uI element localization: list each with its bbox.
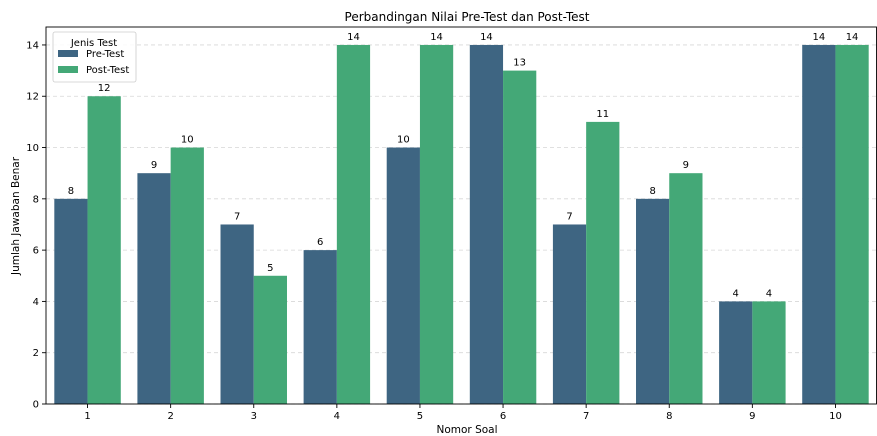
data-label: 5 xyxy=(267,263,273,274)
data-label: 14 xyxy=(812,32,825,43)
y-tick-label: 10 xyxy=(26,143,39,154)
legend: Jenis Test Pre-Test Post-Test xyxy=(53,32,136,82)
data-label: 7 xyxy=(566,211,572,222)
data-label: 14 xyxy=(430,32,443,43)
bars xyxy=(54,45,868,404)
bar-pre-test-8 xyxy=(636,199,669,404)
x-tick-label: 4 xyxy=(334,411,340,422)
bar-pre-test-2 xyxy=(137,173,170,404)
bar-post-test-4 xyxy=(337,45,370,404)
bar-post-test-5 xyxy=(420,45,453,404)
legend-label: Pre-Test xyxy=(86,49,124,60)
legend-title: Jenis Test xyxy=(70,38,117,49)
data-label: 14 xyxy=(846,32,859,43)
bar-post-test-6 xyxy=(503,71,536,404)
data-label: 9 xyxy=(151,160,157,171)
data-label: 9 xyxy=(683,160,689,171)
y-tick-label: 6 xyxy=(33,246,39,257)
bar-post-test-3 xyxy=(254,276,287,404)
data-label: 8 xyxy=(68,186,74,197)
data-label: 8 xyxy=(649,186,655,197)
x-axis-label: Nomor Soal xyxy=(436,424,497,436)
x-tick-label: 10 xyxy=(829,411,842,422)
bar-post-test-9 xyxy=(752,301,785,404)
y-tick-label: 2 xyxy=(33,348,39,359)
y-tick-label: 8 xyxy=(33,194,39,205)
legend-label: Post-Test xyxy=(86,65,129,76)
y-tick-label: 0 xyxy=(33,400,39,411)
data-label: 4 xyxy=(733,288,739,299)
bar-pre-test-9 xyxy=(719,301,752,404)
data-label: 14 xyxy=(480,32,493,43)
y-tick-label: 14 xyxy=(26,40,39,51)
data-label: 6 xyxy=(317,237,323,248)
x-tick-label: 6 xyxy=(500,411,506,422)
data-label: 7 xyxy=(234,211,240,222)
x-tick-label: 9 xyxy=(749,411,755,422)
chart-title: Perbandingan Nilai Pre-Test dan Post-Tes… xyxy=(345,10,590,24)
bar-post-test-7 xyxy=(586,122,619,404)
bar-pre-test-6 xyxy=(470,45,503,404)
bar-pre-test-5 xyxy=(387,148,420,404)
x-tick-label: 7 xyxy=(583,411,589,422)
bar-pre-test-4 xyxy=(304,250,337,404)
bar-pre-test-10 xyxy=(802,45,835,404)
legend-swatch xyxy=(58,50,78,57)
bar-post-test-8 xyxy=(669,173,702,404)
data-label: 13 xyxy=(513,58,526,69)
x-tick-label: 3 xyxy=(251,411,257,422)
bar-post-test-2 xyxy=(171,148,204,404)
data-label: 10 xyxy=(181,135,194,146)
x-tick-label: 8 xyxy=(666,411,672,422)
bar-pre-test-3 xyxy=(221,224,254,404)
data-label: 10 xyxy=(397,135,410,146)
x-tick-label: 5 xyxy=(417,411,423,422)
data-label: 11 xyxy=(596,109,609,120)
x-tick-label: 1 xyxy=(84,411,90,422)
bar-post-test-1 xyxy=(88,96,121,404)
legend-swatch xyxy=(58,66,78,73)
data-label: 12 xyxy=(98,83,111,94)
bar-pre-test-7 xyxy=(553,224,586,404)
bar-post-test-10 xyxy=(835,45,868,404)
x-tick-label: 2 xyxy=(167,411,173,422)
data-label: 4 xyxy=(766,288,772,299)
data-label: 14 xyxy=(347,32,360,43)
bar-pre-test-1 xyxy=(54,199,87,404)
y-tick-label: 4 xyxy=(33,297,39,308)
y-tick-label: 12 xyxy=(26,92,39,103)
y-axis-label: Jumlah Jawaban Benar xyxy=(10,156,22,276)
